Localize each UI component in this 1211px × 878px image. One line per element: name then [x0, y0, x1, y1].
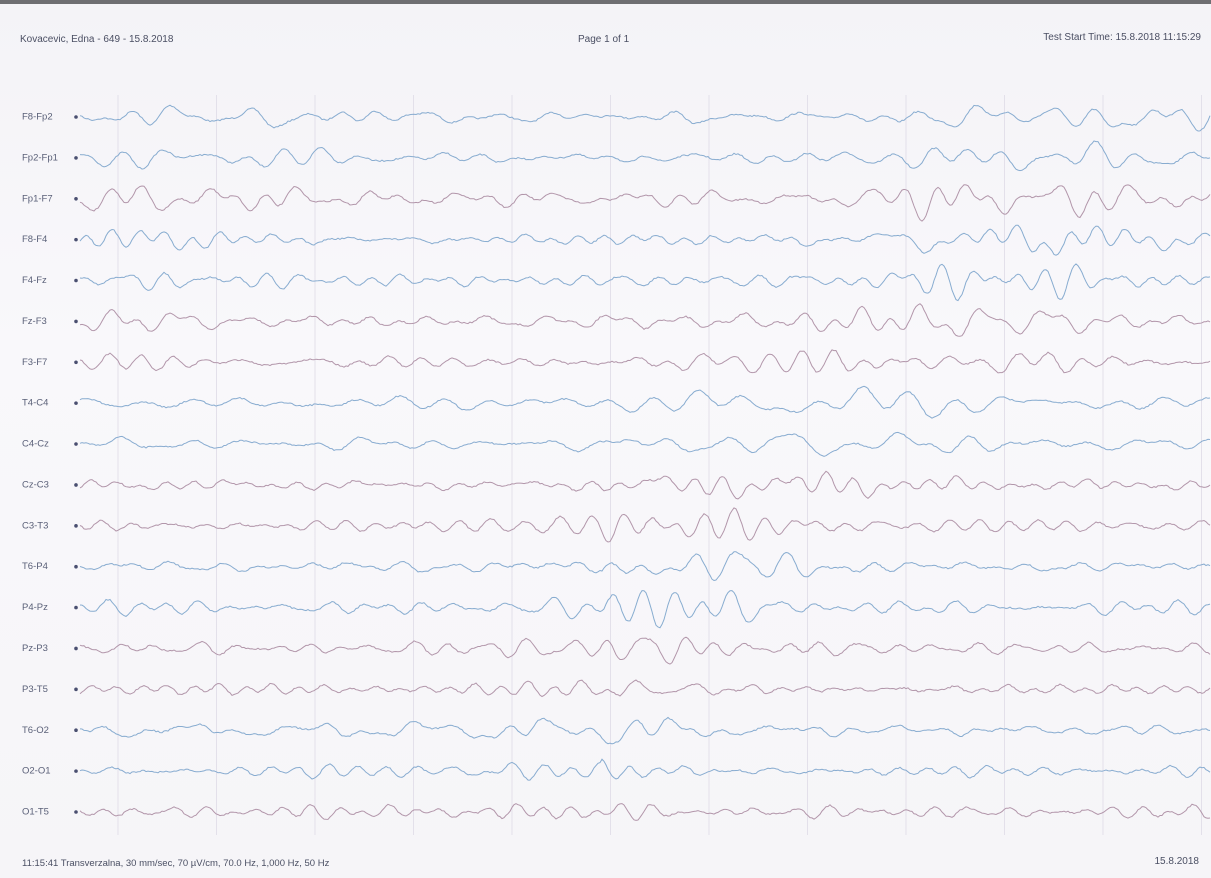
- electrode-dot: [74, 564, 78, 569]
- electrode-dot: [74, 442, 78, 446]
- channel-label: C3-T3: [22, 520, 48, 531]
- electrode-dot: [74, 687, 78, 692]
- eeg-trace: [79, 636, 1211, 665]
- eeg-trace: [79, 184, 1211, 222]
- eeg-trace: [79, 263, 1211, 302]
- eeg-trace: [79, 385, 1211, 419]
- electrode-dot: [74, 483, 78, 487]
- electrode-dot: [74, 319, 78, 324]
- eeg-trace: [79, 431, 1211, 457]
- recording-settings: 11:15:41 Transverzalna, 30 mm/sec, 70 µV…: [22, 858, 330, 869]
- eeg-trace: [79, 104, 1211, 132]
- channel-label: F3-F7: [22, 357, 47, 368]
- channel-label: Fp1-F7: [22, 193, 53, 204]
- channel-label: O2-O1: [22, 766, 51, 777]
- electrode-dot: [74, 646, 78, 651]
- channel-label: F4-Fz: [22, 275, 47, 286]
- eeg-trace: [79, 303, 1211, 337]
- electrode-dot: [74, 237, 78, 242]
- eeg-trace: [79, 470, 1211, 500]
- electrode-dot: [74, 728, 78, 733]
- electrode-dot: [74, 360, 78, 365]
- eeg-trace: [79, 140, 1211, 172]
- eeg-trace: [79, 507, 1211, 543]
- eeg-trace: [79, 758, 1211, 781]
- eeg-trace: [79, 349, 1211, 374]
- channel-label: Fp2-Fp1: [22, 152, 58, 163]
- electrode-dot: [74, 401, 78, 405]
- eeg-trace: [79, 679, 1211, 698]
- channel-label: Pz-P3: [22, 643, 48, 654]
- scan-edge: [0, 0, 1211, 4]
- page-number: Page 1 of 1: [578, 34, 630, 45]
- eeg-trace: [79, 716, 1211, 745]
- electrode-dot: [74, 810, 78, 814]
- channel-label: Fz-F3: [22, 316, 47, 327]
- channel-label: P3-T5: [22, 684, 48, 695]
- footer-date: 15.8.2018: [1154, 856, 1200, 867]
- channel-label: T6-O2: [22, 725, 49, 736]
- eeg-trace: [79, 803, 1211, 821]
- channel-label: T6-P4: [22, 561, 48, 572]
- electrode-dot: [74, 196, 78, 201]
- channel-label: F8-F4: [22, 234, 47, 245]
- electrode-dot: [74, 278, 78, 283]
- patient-info: Kovacevic, Edna - 649 - 15.8.2018: [20, 34, 174, 45]
- channel-label: Cz-C3: [22, 479, 49, 490]
- electrode-dot: [74, 605, 78, 610]
- eeg-trace: [79, 224, 1211, 256]
- electrode-dot: [74, 769, 78, 773]
- test-start-time: Test Start Time: 15.8.2018 11:15:29: [1043, 32, 1201, 43]
- electrode-dot: [74, 156, 78, 160]
- channel-label: C4-Cz: [22, 439, 49, 450]
- channel-label: O1-T5: [22, 807, 49, 818]
- electrode-dot: [74, 115, 78, 119]
- eeg-trace: [79, 551, 1211, 582]
- channel-label: P4-Pz: [22, 602, 48, 613]
- channel-label: T4-C4: [22, 398, 48, 409]
- electrode-dot: [74, 524, 78, 528]
- eeg-trace: [79, 590, 1211, 629]
- channel-label: F8-Fp2: [22, 112, 53, 123]
